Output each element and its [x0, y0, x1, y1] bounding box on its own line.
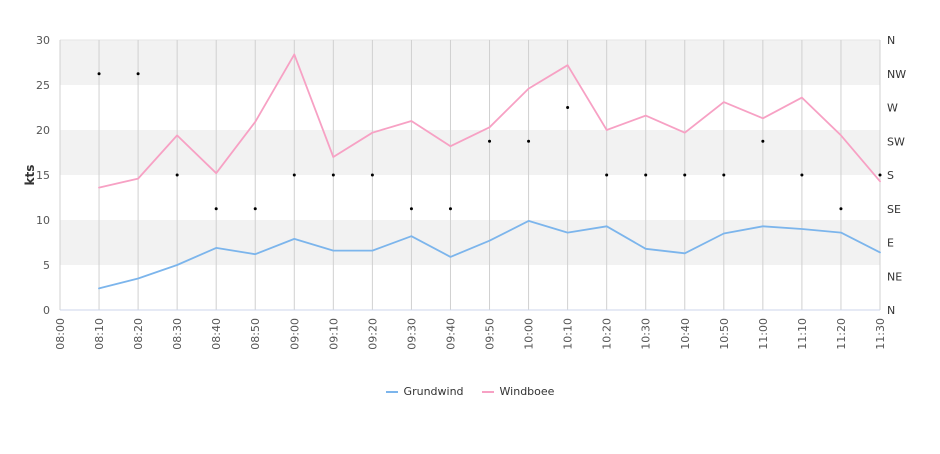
direction-tick-label: N [887, 34, 895, 47]
x-tick-label: 09:30 [405, 318, 418, 350]
direction-point [175, 173, 179, 177]
direction-tick-label: N [887, 304, 895, 317]
x-tick-label: 10:10 [562, 318, 575, 350]
series-line-grundwind [98, 219, 881, 290]
direction-point [605, 173, 609, 177]
x-tick-label: 11:30 [874, 318, 887, 350]
x-tick-label: 08:20 [132, 318, 145, 350]
x-tick-label: 08:50 [249, 318, 262, 350]
x-tick-label: 10:50 [718, 318, 731, 350]
direction-point [839, 207, 843, 211]
direction-point [331, 173, 335, 177]
direction-point [527, 139, 531, 143]
y-tick-label: 20 [36, 124, 50, 137]
legend-item-grundwind[interactable]: Grundwind [385, 385, 464, 398]
direction-point [448, 207, 452, 211]
y-tick-label: 30 [36, 34, 50, 47]
x-tick-label: 09:20 [366, 318, 379, 350]
y-tick-label: 25 [36, 79, 50, 92]
legend-item-windboee[interactable]: Windboee [481, 385, 555, 398]
direction-tick-label: SE [887, 203, 901, 216]
direction-point [488, 139, 492, 143]
series-line-windboee [98, 53, 881, 189]
direction-tick-label: NW [887, 68, 906, 81]
y-tick-label: 5 [43, 259, 50, 272]
direction-point [370, 173, 374, 177]
legend-label-windboee: Windboee [499, 385, 555, 398]
direction-point [644, 173, 648, 177]
legend: Grundwind Windboee [0, 385, 940, 398]
direction-point [136, 72, 140, 76]
direction-point [683, 173, 687, 177]
direction-point [253, 207, 257, 211]
direction-tick-label: NE [887, 270, 902, 283]
direction-point [722, 173, 726, 177]
x-tick-label: 09:40 [444, 318, 457, 350]
x-tick-label: 10:20 [601, 318, 614, 350]
x-tick-label: 09:50 [484, 318, 497, 350]
direction-tick-label: W [887, 102, 898, 115]
legend-swatch-windboee [481, 390, 494, 393]
x-tick-label: 08:10 [93, 318, 106, 350]
plot-band [60, 220, 880, 265]
y-tick-label: 15 [36, 169, 50, 182]
direction-point [878, 173, 882, 177]
legend-label-grundwind: Grundwind [403, 385, 464, 398]
x-tick-label: 11:00 [757, 318, 770, 350]
x-tick-label: 08:00 [54, 318, 67, 350]
y-tick-label: 10 [36, 214, 50, 227]
x-tick-label: 08:40 [210, 318, 223, 350]
direction-tick-label: E [887, 237, 894, 250]
direction-point [761, 139, 765, 143]
x-tick-label: 08:30 [171, 318, 184, 350]
x-tick-label: 09:10 [327, 318, 340, 350]
y-axis-title: kts [23, 165, 37, 186]
legend-swatch-grundwind [385, 390, 398, 393]
x-tick-label: 11:10 [796, 318, 809, 350]
y-tick-label: 0 [43, 304, 50, 317]
direction-point [800, 173, 804, 177]
x-tick-label: 10:00 [523, 318, 536, 350]
x-tick-label: 09:00 [288, 318, 301, 350]
direction-point [566, 106, 570, 109]
x-tick-label: 11:20 [835, 318, 848, 350]
x-tick-label: 10:30 [640, 318, 653, 350]
direction-tick-label: S [887, 169, 894, 182]
direction-point [409, 207, 413, 211]
direction-point [214, 207, 218, 211]
direction-tick-label: SW [887, 135, 905, 148]
direction-point [292, 173, 296, 177]
direction-point [97, 72, 101, 76]
x-tick-label: 10:40 [679, 318, 692, 350]
plot-band [60, 40, 880, 85]
